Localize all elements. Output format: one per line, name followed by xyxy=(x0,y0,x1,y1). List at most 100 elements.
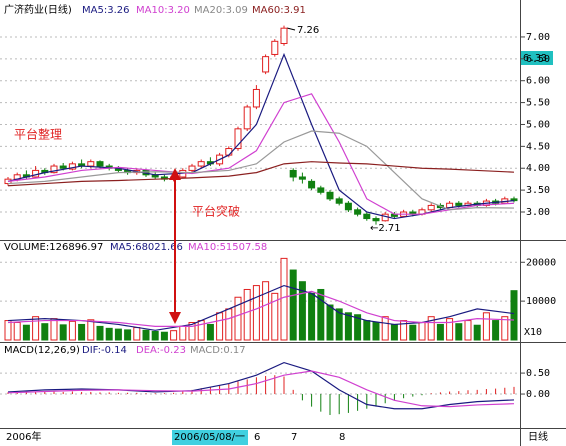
volume-bar xyxy=(22,324,30,341)
volume-bar xyxy=(280,257,288,341)
volume-bar xyxy=(216,312,224,341)
plot-area: 3.00 3.50 4.00 4.50 5.00 5.50 6.00 6.50 7.00 1000… xyxy=(0,25,556,416)
last-price: 6.33 xyxy=(523,53,547,64)
candle-body xyxy=(326,191,334,200)
date-label: 2006年 xyxy=(6,430,41,443)
candle-body xyxy=(289,169,297,178)
volume-bar xyxy=(114,328,122,341)
candle-body xyxy=(96,161,104,167)
candle-body xyxy=(262,56,270,73)
macd-header: DEA:-0.23 xyxy=(136,345,186,356)
y-tick-label: 6.00 xyxy=(526,76,550,87)
volume-bar xyxy=(492,320,500,341)
volume-bar xyxy=(344,312,352,341)
volume-header: MA5:68021.66 xyxy=(110,242,183,253)
candle-body xyxy=(280,27,288,45)
candle-body xyxy=(427,204,435,211)
volume-bar xyxy=(124,329,132,341)
annotation: ←2.71 xyxy=(370,223,401,234)
volume-bar xyxy=(436,323,444,341)
candle-body xyxy=(372,218,380,222)
candle-body xyxy=(197,161,205,167)
volume-header: VOLUME:126896.97 xyxy=(4,242,103,253)
volume-bar xyxy=(464,320,472,341)
date-highlight xyxy=(172,430,248,445)
volume-bar xyxy=(409,324,417,341)
arrow-head xyxy=(169,168,181,180)
volume-bar xyxy=(142,329,150,341)
ma-header: MA10:3.20 xyxy=(136,5,190,16)
indicator-line xyxy=(7,290,515,327)
ma-header: MA60:3.91 xyxy=(252,5,306,16)
volume-bar xyxy=(243,288,251,341)
volume-bar xyxy=(381,316,389,341)
candle-body xyxy=(188,165,196,171)
candle-body xyxy=(252,88,260,108)
volume-bar xyxy=(363,320,371,341)
volume-bar xyxy=(455,323,463,341)
ma-header: MA20:3.09 xyxy=(194,5,248,16)
volume-bar xyxy=(78,323,86,341)
y-tick-label: 5.00 xyxy=(526,119,550,130)
volume-scale: X10 xyxy=(524,327,542,338)
volume-bar xyxy=(105,327,113,341)
y-tick-label: 7.00 xyxy=(526,32,550,43)
candle-body xyxy=(243,106,251,130)
volume-bar xyxy=(271,292,279,341)
candle-body xyxy=(271,40,279,55)
date-label: 8 xyxy=(339,432,345,443)
indicator-line xyxy=(7,370,515,408)
y-tick-label: 3.00 xyxy=(526,207,550,218)
volume-bar xyxy=(41,323,49,341)
candle-body xyxy=(225,148,233,156)
annotation: 平台整理 xyxy=(14,127,62,142)
volume-bar xyxy=(234,296,242,341)
y-tick-label: 4.50 xyxy=(526,141,550,152)
volume-bar xyxy=(151,330,159,341)
volume-bar xyxy=(501,316,509,341)
volume-bar xyxy=(262,281,270,341)
date-label: 2006/05/08/一 xyxy=(174,432,245,443)
volume-bar xyxy=(510,290,518,341)
candle-body xyxy=(87,161,95,167)
volume-bar xyxy=(298,281,306,341)
volume-bar xyxy=(13,322,21,341)
annotation: 7.26 xyxy=(297,25,319,36)
volume-bar xyxy=(225,308,233,341)
volume-bar xyxy=(188,322,196,341)
volume-bar xyxy=(133,327,141,341)
indicator-line xyxy=(7,93,515,215)
y-tick-label: 0.50 xyxy=(526,368,550,379)
volume-bar xyxy=(206,323,214,341)
candle-body xyxy=(50,165,58,174)
y-tick-label: 5.50 xyxy=(526,98,550,109)
y-tick-label: 3.50 xyxy=(526,185,550,196)
volume-bar xyxy=(335,308,343,341)
indicator-line xyxy=(7,130,515,211)
candle-body xyxy=(308,180,316,189)
volume-bar xyxy=(179,325,187,341)
volume-bar xyxy=(473,324,481,341)
volume-bar xyxy=(4,320,12,341)
candle-body xyxy=(59,165,67,169)
macd-header: MACD(12,26,9) xyxy=(4,345,80,356)
volume-bar xyxy=(326,304,334,341)
volume-bar xyxy=(372,322,380,341)
volume-bar xyxy=(68,320,76,341)
date-label: 7 xyxy=(291,432,297,443)
volume-bar xyxy=(354,314,362,341)
volume-bar xyxy=(418,322,426,341)
candle-body xyxy=(298,176,306,180)
candle-body xyxy=(344,202,352,211)
volume-bar xyxy=(59,324,67,341)
volume-bar xyxy=(252,285,260,341)
volume-bar xyxy=(482,312,490,341)
candle-body xyxy=(68,163,76,170)
y-tick-label: 0.00 xyxy=(526,389,550,400)
annotation: 平台突破 xyxy=(192,204,240,219)
leader-line xyxy=(286,27,296,31)
macd-header: DIF:-0.14 xyxy=(82,345,127,356)
